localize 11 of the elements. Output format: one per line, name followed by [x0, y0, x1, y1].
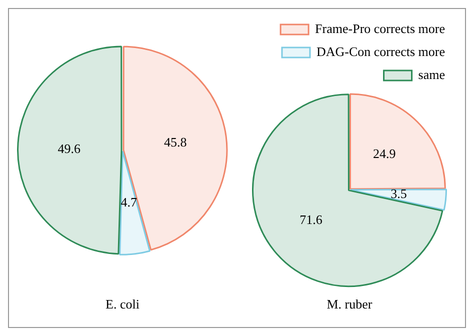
legend-label: DAG-Con corrects more [316, 44, 446, 59]
text: E. coli [106, 296, 140, 312]
data-label: 71.6 [300, 212, 323, 228]
data-label: 49.6 [58, 140, 82, 156]
legend-label: same [418, 66, 446, 82]
data-label: 4.7 [120, 194, 138, 210]
legend-label: Frame-Pro corrects more [315, 20, 446, 36]
text: M. ruber [326, 296, 373, 312]
data-label: 24.9 [373, 146, 396, 162]
data-label: 45.8 [164, 134, 187, 150]
data-label: 3.5 [390, 186, 407, 202]
